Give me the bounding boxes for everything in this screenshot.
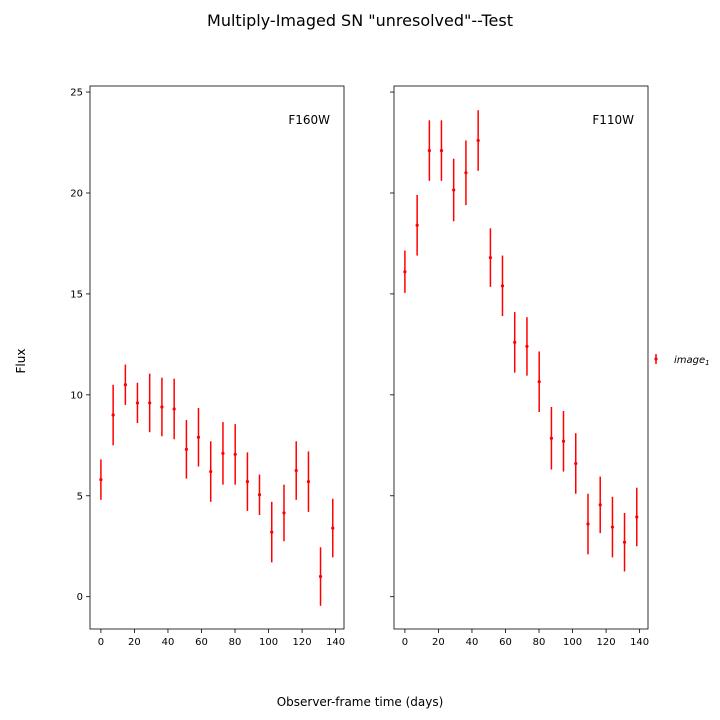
y-tick-label: 25 bbox=[70, 88, 83, 99]
data-point bbox=[160, 405, 164, 409]
data-point bbox=[135, 401, 140, 405]
y-tick-label: 20 bbox=[70, 188, 83, 199]
x-tick-label: 120 bbox=[597, 637, 616, 648]
data-point bbox=[586, 522, 590, 526]
data-point bbox=[488, 255, 493, 260]
x-tick-label: 60 bbox=[499, 637, 512, 648]
data-point bbox=[439, 148, 444, 153]
data-point bbox=[403, 270, 407, 274]
legend-marker bbox=[654, 357, 658, 361]
data-point bbox=[257, 493, 262, 497]
x-tick-label: 20 bbox=[432, 637, 445, 648]
data-point bbox=[452, 188, 456, 192]
data-point bbox=[111, 413, 115, 417]
band-label: F160W bbox=[288, 113, 330, 127]
data-point bbox=[464, 171, 468, 175]
data-point bbox=[184, 447, 189, 451]
y-tick-label: 10 bbox=[70, 390, 83, 401]
data-point bbox=[598, 503, 602, 507]
x-tick-label: 0 bbox=[402, 637, 408, 648]
x-tick-label: 140 bbox=[630, 637, 649, 648]
data-point bbox=[99, 478, 103, 482]
data-point bbox=[318, 574, 323, 579]
data-point bbox=[622, 540, 627, 544]
panel-f110w: 0 20 40 60 80 100 120 140 F110W bbox=[390, 85, 649, 648]
data-point bbox=[209, 469, 213, 474]
axes-frame bbox=[393, 85, 649, 630]
x-tick-label: 100 bbox=[563, 637, 582, 648]
data-point bbox=[415, 223, 419, 227]
x-tick-label: 40 bbox=[466, 637, 479, 648]
data-point bbox=[500, 284, 505, 288]
x-tick-label: 60 bbox=[195, 637, 208, 648]
axes-frame bbox=[89, 85, 345, 630]
y-tick-label: 0 bbox=[77, 592, 83, 603]
data-point bbox=[331, 526, 335, 530]
x-tick-label: 120 bbox=[293, 637, 312, 648]
y-tick-label: 15 bbox=[70, 289, 83, 300]
legend-label: image1 bbox=[674, 355, 710, 367]
data-point bbox=[525, 344, 529, 348]
x-tick-label: 80 bbox=[229, 637, 242, 648]
data-point bbox=[427, 148, 431, 153]
data-point bbox=[233, 452, 237, 456]
x-tick-label: 80 bbox=[533, 637, 546, 648]
data-point bbox=[306, 480, 311, 484]
data-point bbox=[574, 461, 578, 466]
data-point bbox=[549, 436, 554, 440]
data-point bbox=[270, 530, 274, 534]
x-tick-label: 40 bbox=[162, 637, 175, 648]
y-tick-label: 5 bbox=[77, 491, 83, 502]
data-point bbox=[245, 480, 250, 484]
data-point bbox=[172, 407, 176, 411]
data-point bbox=[610, 525, 615, 529]
x-tick-label: 0 bbox=[98, 637, 104, 648]
legend: image1 bbox=[654, 354, 710, 367]
band-label: F110W bbox=[592, 113, 634, 127]
x-tick-label: 20 bbox=[128, 637, 141, 648]
x-tick-label: 100 bbox=[259, 637, 278, 648]
data-point bbox=[476, 138, 480, 143]
data-point bbox=[513, 340, 517, 344]
data-point bbox=[148, 401, 152, 405]
legend-label-subscript: 1 bbox=[705, 359, 709, 367]
x-axis-label: Observer-frame time (days) bbox=[277, 695, 444, 709]
y-axis-label: Flux bbox=[14, 349, 28, 374]
chart-title: Multiply-Imaged SN "unresolved"--Test bbox=[207, 11, 513, 30]
data-point bbox=[635, 515, 639, 519]
data-point bbox=[561, 439, 566, 443]
x-tick-label: 140 bbox=[326, 637, 345, 648]
panel-f160w: 0 5 10 15 20 25 0 20 40 60 80 100 120 140 F160W bbox=[70, 85, 345, 648]
data-point bbox=[537, 380, 541, 384]
data-point bbox=[196, 435, 201, 439]
data-point bbox=[282, 511, 286, 515]
data-point bbox=[123, 383, 127, 387]
data-point bbox=[294, 468, 298, 473]
data-point bbox=[221, 451, 225, 455]
